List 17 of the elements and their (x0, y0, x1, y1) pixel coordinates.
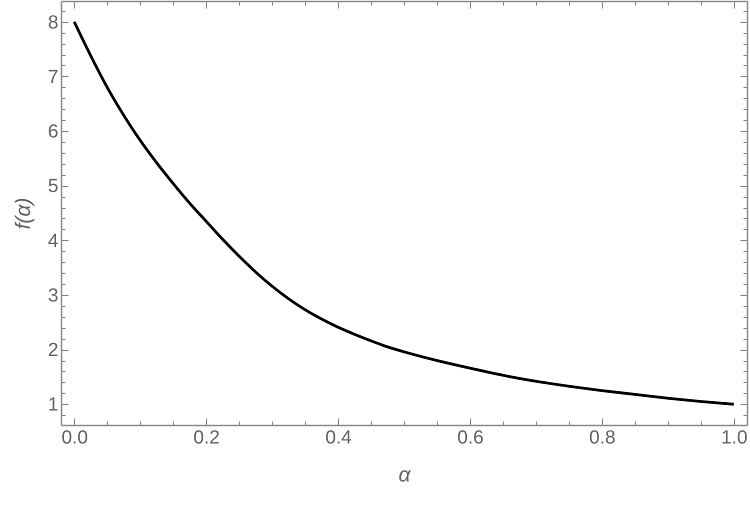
x-tick-label: 0.0 (61, 428, 88, 448)
y-tick-label: 3 (48, 285, 58, 306)
y-tick-label: 6 (48, 122, 58, 143)
y-tick-label: 1 (48, 394, 58, 416)
x-axis-title: α (398, 464, 412, 486)
line-series (72, 20, 736, 406)
y-tick-label: 5 (48, 176, 58, 198)
y-tick-label: 2 (48, 340, 58, 362)
y-axis-title: f(α) (12, 198, 35, 230)
x-tick-label: 0.2 (193, 428, 220, 448)
x-tick-label: 1.0 (721, 428, 748, 448)
x-tick-label: 0.4 (325, 428, 352, 448)
x-tick-label: 0.6 (457, 428, 484, 448)
y-tick-label: 4 (48, 230, 59, 252)
x-tick-label: 0.8 (589, 428, 616, 448)
y-tick-label: 7 (48, 66, 58, 88)
y-tick-label: 8 (48, 12, 58, 34)
